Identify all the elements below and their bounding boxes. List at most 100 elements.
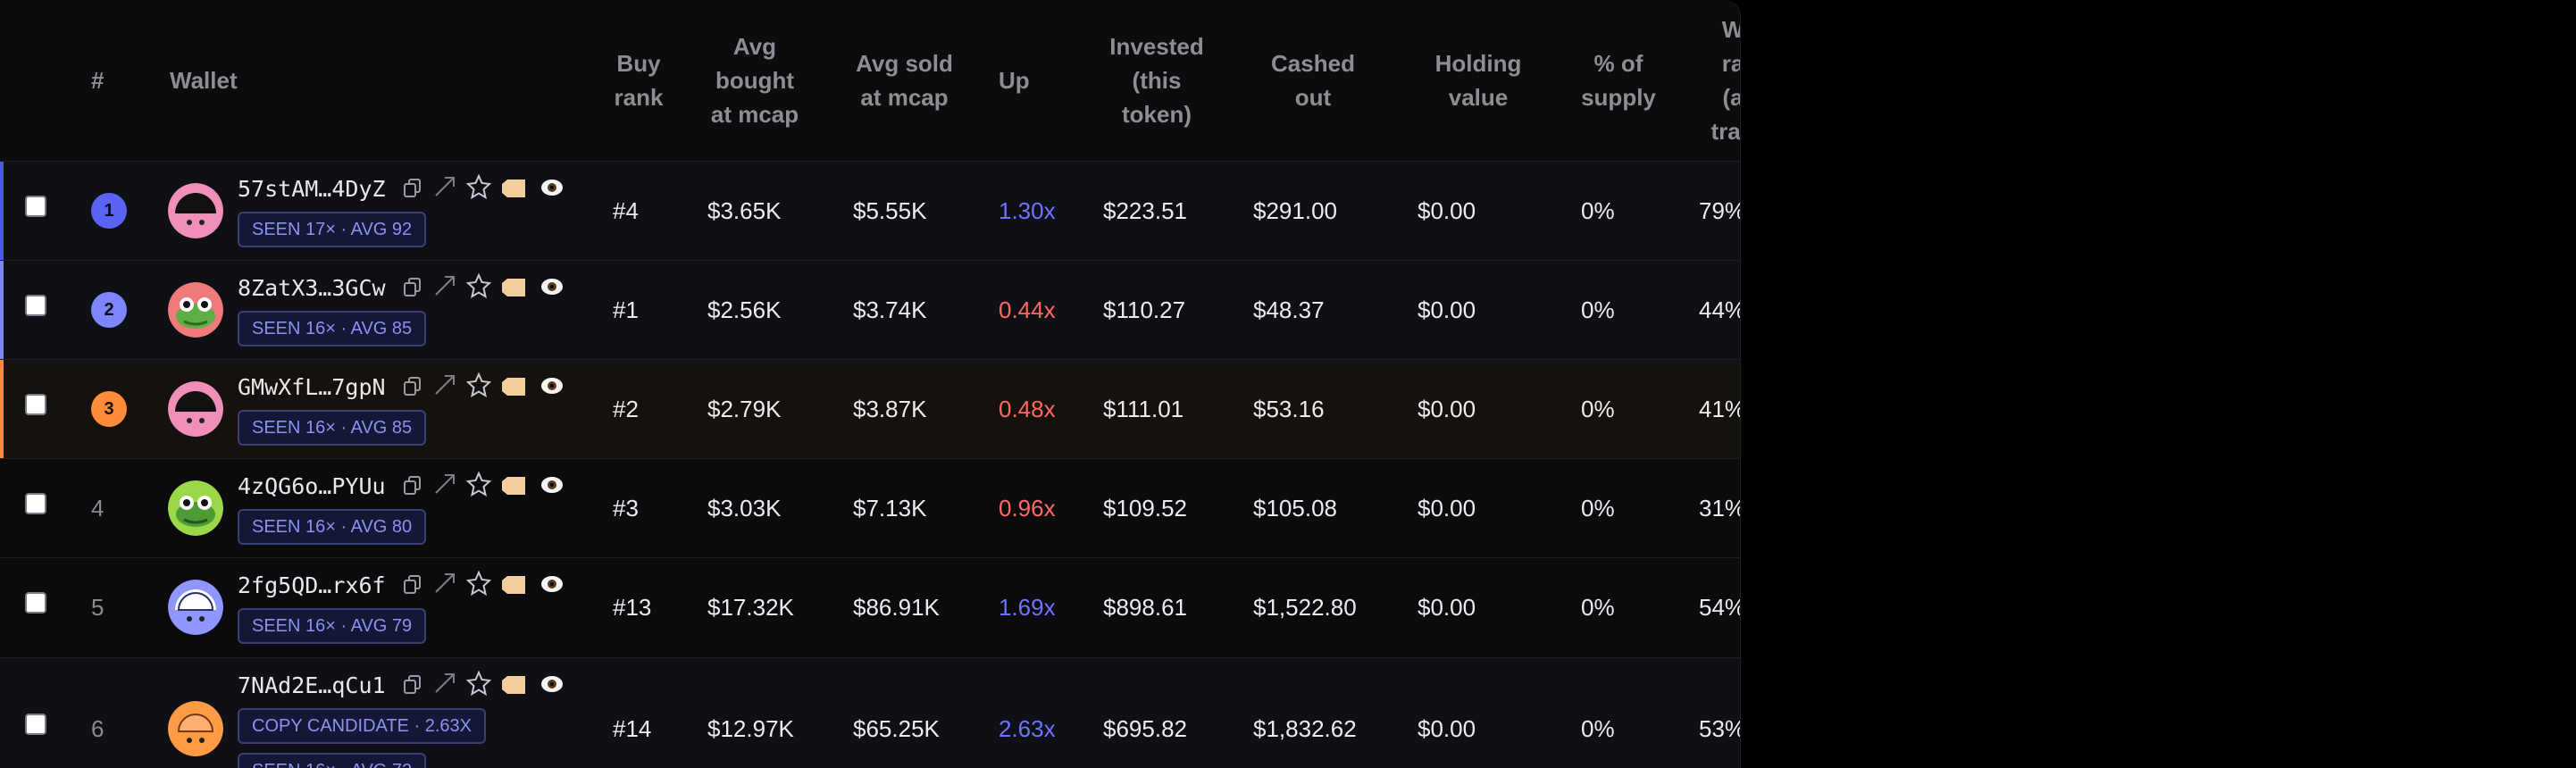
copy-icon[interactable] [400,374,425,399]
col-header-holding-value[interactable]: Holding value [1434,50,1522,111]
eye-icon[interactable] [539,174,565,199]
eye-icon[interactable] [539,671,565,696]
wallet-address[interactable]: 2fg5QD…rx6f [238,572,386,598]
table-row[interactable]: 6 7NAd2E…qCu1 COPY CANDIDATE · 2.63X SEE… [0,658,1740,768]
holders-table-panel: # Wallet Buy rank Avg bought at mcap Avg so… [0,0,1741,768]
copy-icon[interactable] [400,176,425,201]
row-checkbox[interactable] [25,493,46,514]
row-checkbox[interactable] [25,295,46,316]
avg-sold: $5.55K [853,197,927,224]
rank-number: 5 [91,594,105,621]
copy-icon[interactable] [400,572,425,597]
holding-value: $0.00 [1418,495,1476,522]
holding-value: $0.00 [1418,296,1476,323]
tag-icon[interactable] [500,275,525,300]
wallet-tag[interactable]: SEEN 17× · AVG 92 [238,212,427,247]
holding-value: $0.00 [1418,715,1476,742]
rank-number: 4 [91,495,105,522]
col-header-pct-supply[interactable]: % of supply [1581,50,1656,111]
tag-icon[interactable] [500,374,525,399]
wallet-tag[interactable]: SEEN 16× · AVG 72 [238,753,427,768]
avatar [168,701,223,756]
avatar [168,580,223,635]
col-header-buy-rank[interactable]: Buy rank [614,50,664,111]
external-link-icon[interactable] [432,472,457,497]
row-checkbox[interactable] [25,394,46,415]
pct-supply: 0% [1581,396,1615,422]
table-header: # Wallet Buy rank Avg bought at mcap Avg so… [0,0,1740,162]
row-checkbox[interactable] [25,196,46,217]
col-header-num[interactable]: # [91,67,105,94]
col-header-avg-bought[interactable]: Avg bought at mcap [710,33,799,128]
up-multiple: 0.44x [999,296,1056,323]
star-icon[interactable] [466,273,491,298]
tag-icon[interactable] [500,672,525,697]
win-rate: 54% [1699,594,1741,621]
tag-icon[interactable] [500,572,525,597]
row-checkbox[interactable] [25,592,46,614]
eye-icon[interactable] [539,372,565,397]
buy-rank: #4 [613,197,639,224]
row-checkbox[interactable] [25,714,46,735]
star-icon[interactable] [466,174,491,199]
up-multiple: 0.96x [999,495,1056,522]
invested: $223.51 [1103,197,1187,224]
star-icon[interactable] [466,372,491,397]
external-link-icon[interactable] [432,372,457,397]
star-icon[interactable] [466,472,491,497]
pct-supply: 0% [1581,715,1615,742]
wallet-address[interactable]: 4zQG6o…PYUu [238,473,386,499]
star-icon[interactable] [466,571,491,596]
up-multiple: 2.63x [999,715,1056,742]
pct-supply: 0% [1581,197,1615,224]
cashed-out: $53.16 [1253,396,1325,422]
external-link-icon[interactable] [432,174,457,199]
copy-icon[interactable] [400,275,425,300]
eye-icon[interactable] [539,571,565,596]
external-link-icon[interactable] [432,671,457,696]
copy-icon[interactable] [400,473,425,498]
avg-sold: $65.25K [853,715,940,742]
col-header-win-rate[interactable]: Wra(atrad [1710,16,1741,145]
buy-rank: #13 [613,594,652,621]
cashed-out: $291.00 [1253,197,1337,224]
copy-candidate-tag[interactable]: COPY CANDIDATE · 2.63X [238,708,486,744]
wallet-address[interactable]: 7NAd2E…qCu1 [238,672,386,698]
rank-badge: 1 [91,193,127,229]
tag-icon[interactable] [500,473,525,498]
col-header-cashed-out[interactable]: Cashed out [1271,50,1355,111]
star-icon[interactable] [466,671,491,696]
wallet-tag[interactable]: SEEN 16× · AVG 85 [238,311,427,346]
table-row[interactable]: 5 2fg5QD…rx6f SEEN 16× · AVG 79 #13 $17.… [0,558,1740,658]
wallet-tag[interactable]: SEEN 16× · AVG 80 [238,509,427,545]
avg-bought: $3.03K [707,495,782,522]
wallet-tag[interactable]: SEEN 16× · AVG 85 [238,410,427,446]
eye-icon[interactable] [539,273,565,298]
avg-bought: $2.79K [707,396,782,422]
col-header-invested[interactable]: Invested (this token) [1109,33,1204,128]
tag-icon[interactable] [500,176,525,201]
copy-icon[interactable] [400,672,425,697]
wallet-address[interactable]: 8ZatX3…3GCw [238,275,386,301]
table-row[interactable]: 4 4zQG6o…PYUu SEEN 16× · AVG 80 #3 $3.03… [0,459,1740,558]
col-header-avg-sold[interactable]: Avg sold at mcap [856,50,953,111]
rank-number: 6 [91,715,105,742]
eye-icon[interactable] [539,472,565,497]
col-header-up[interactable]: Up [999,67,1030,94]
avg-bought: $2.56K [707,296,782,323]
avatar [168,381,223,437]
wallet-address[interactable]: 57stAM…4DyZ [238,176,386,202]
invested: $110.27 [1103,296,1186,323]
col-header-wallet[interactable]: Wallet [170,67,238,94]
external-link-icon[interactable] [432,273,457,298]
table-row[interactable]: 3 GMwXfL…7gpN SEEN 16× · AVG 85 #2 $2.79… [0,360,1740,459]
external-link-icon[interactable] [432,571,457,596]
invested: $109.52 [1103,495,1187,522]
wallet-tag[interactable]: SEEN 16× · AVG 79 [238,608,427,644]
table-row[interactable]: 1 57stAM…4DyZ SEEN 17× · AVG 92 #4 $3.65… [0,162,1740,261]
up-multiple: 1.30x [999,197,1056,224]
cashed-out: $105.08 [1253,495,1337,522]
holding-value: $0.00 [1418,594,1476,621]
table-row[interactable]: 2 8ZatX3…3GCw SEEN 16× · AVG 85 #1 $2.56… [0,261,1740,360]
wallet-address[interactable]: GMwXfL…7gpN [238,374,386,400]
